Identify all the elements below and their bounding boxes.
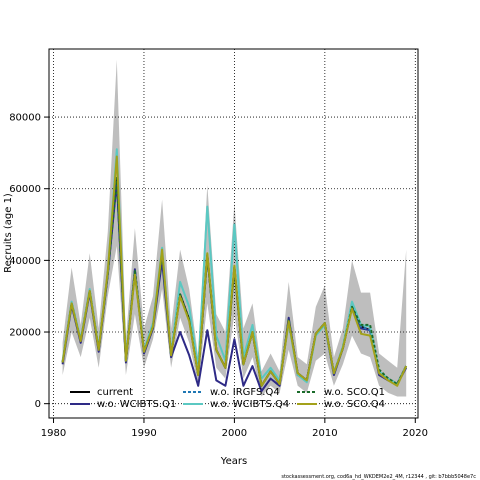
x-axis: 1980 1990 2000 2010 2020 [41, 418, 428, 439]
y-tick-label: 20000 [9, 328, 41, 339]
legend-label-0: current [97, 387, 133, 398]
y-tick-label: 40000 [9, 256, 41, 267]
series-line-5 [61, 155, 408, 387]
y-tick-label: 60000 [9, 184, 41, 195]
legend-label-4: w.o. SCO.Q1 [324, 387, 385, 398]
legend-label-3: w.o. WCIBTS.Q4 [210, 399, 289, 410]
y-tick-label: 80000 [9, 113, 41, 124]
plot-frame [48, 48, 419, 419]
legend-label-5: w.o. SCO.Q4 [324, 399, 385, 410]
x-axis-title: Years [220, 456, 247, 467]
footer-text: stockassessment.org, cod6a_hd_WKDEM2e2_4… [281, 474, 476, 480]
series-layer [61, 148, 408, 393]
y-axis: 0 20000 40000 60000 80000 [9, 113, 49, 410]
x-tick-label: 1980 [41, 428, 66, 439]
x-tick-label: 2000 [222, 428, 247, 439]
x-tick-label: 2010 [312, 428, 337, 439]
x-tick-label: 1990 [131, 428, 156, 439]
y-tick-label: 0 [35, 399, 41, 410]
y-axis-title: Recruits (age 1) [3, 193, 14, 273]
x-tick-label: 2020 [403, 428, 428, 439]
legend-label-1: w.o. WCIBTS.Q1 [97, 399, 176, 410]
legend-label-2: w.o. IRGFS.Q4 [210, 387, 280, 398]
